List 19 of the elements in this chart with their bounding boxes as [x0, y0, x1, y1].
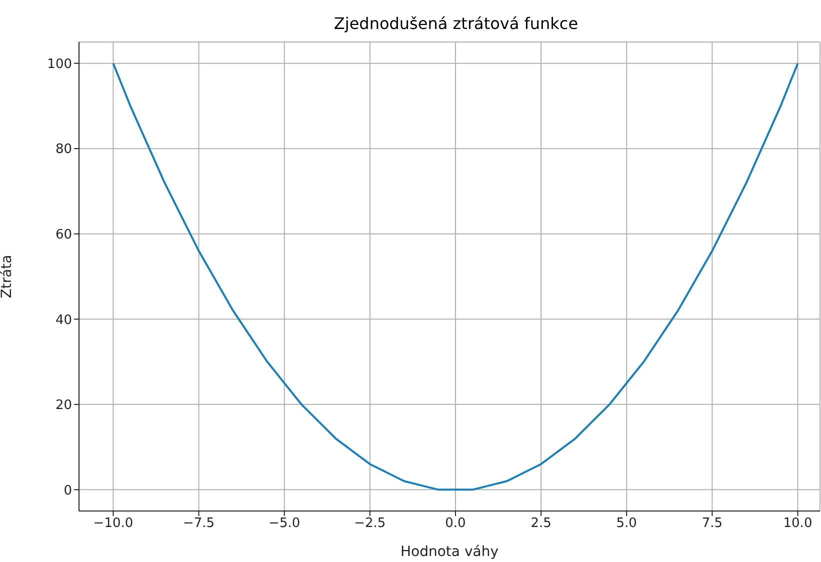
- y-tick-label: 60: [55, 227, 72, 242]
- y-tick-label: 20: [55, 398, 72, 414]
- line-series: [112, 62, 799, 491]
- x-tick-label: 5.0: [616, 516, 637, 532]
- x-axis-title: Hodnota váhy: [400, 544, 498, 560]
- x-tick-label: 7.5: [702, 516, 723, 532]
- y-tick-label: 100: [47, 56, 72, 72]
- y-axis-title: Ztráta: [0, 254, 15, 298]
- x-tick-label: 0.0: [445, 516, 466, 532]
- x-tick-label: 10.0: [783, 516, 812, 532]
- chart-title: Zjednodušená ztrátová funkce: [332, 14, 580, 33]
- y-tick-label: 0: [64, 483, 72, 498]
- y-tick-label: 80: [55, 142, 72, 158]
- x-tick-label: −2.5: [354, 516, 386, 532]
- x-tick-label: −10.0: [93, 516, 134, 532]
- x-tick-label: −7.5: [183, 516, 215, 532]
- x-tick-label: −5.0: [268, 516, 300, 532]
- y-tick-label: 40: [55, 312, 72, 328]
- x-tick-label: 2.5: [530, 516, 552, 532]
